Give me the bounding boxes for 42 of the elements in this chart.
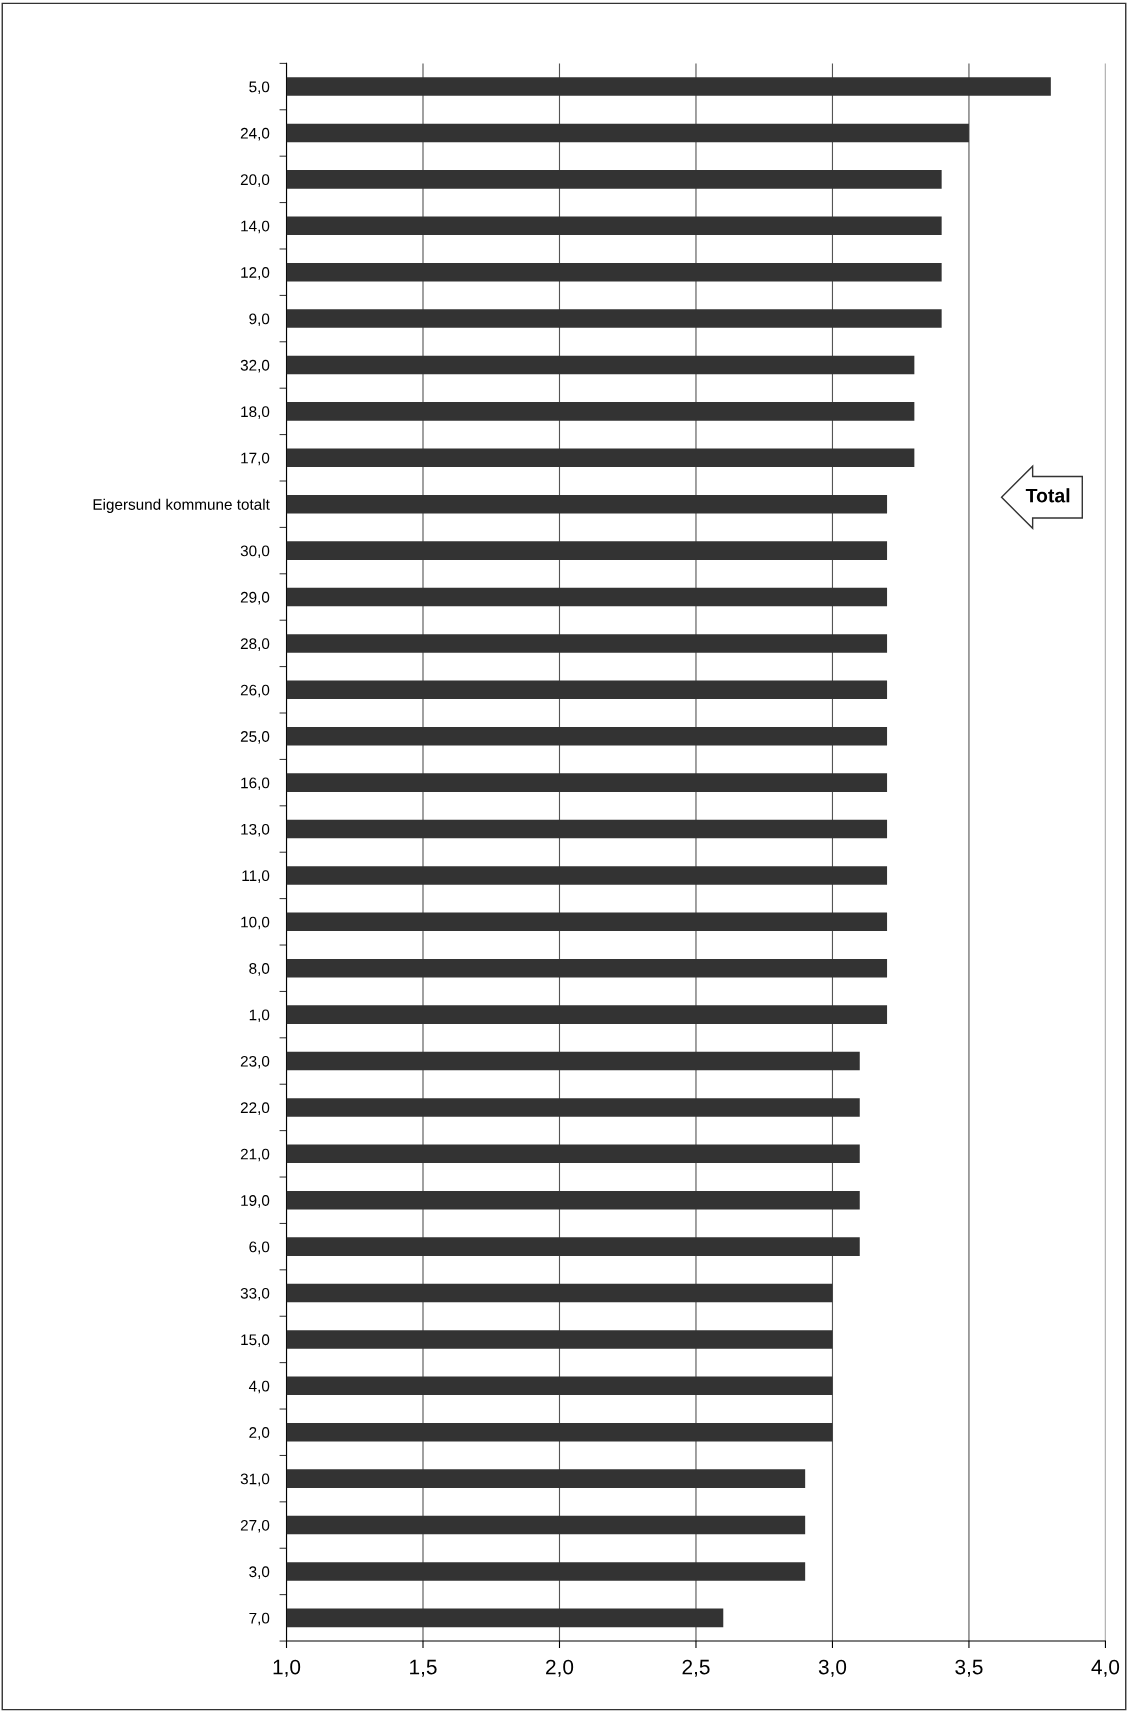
x-tick-label: 3,0 bbox=[818, 1659, 847, 1677]
x-tick-label: 3,5 bbox=[955, 1659, 983, 1677]
y-tick-label: 28,0 bbox=[240, 638, 270, 651]
y-tick-label: 21,0 bbox=[240, 1148, 270, 1162]
y-tick-label: 25,0 bbox=[240, 731, 270, 744]
y-tick-label: 8,0 bbox=[249, 963, 270, 976]
y-tick-label: 23,0 bbox=[240, 1055, 270, 1069]
y-tick-label: 22,0 bbox=[240, 1102, 270, 1115]
y-tick-label: 27,0 bbox=[240, 1519, 270, 1533]
y-tick-label: 15,0 bbox=[241, 1334, 270, 1347]
y-tick-label: 17,0 bbox=[241, 452, 270, 466]
y-tick-label: Eigersund kommune totalt bbox=[93, 498, 270, 513]
y-tick-label: 20,0 bbox=[240, 174, 270, 187]
x-tick-label: 2,5 bbox=[682, 1659, 710, 1677]
x-tick-label: 1,5 bbox=[410, 1659, 437, 1677]
y-tick-label: 33,0 bbox=[240, 1287, 270, 1301]
y-tick-label: 10,0 bbox=[241, 916, 270, 930]
y-tick-label: 16,0 bbox=[241, 777, 270, 791]
y-tick-label: 7,0 bbox=[249, 1612, 270, 1626]
y-tick-label: 24,0 bbox=[240, 127, 270, 141]
y-tick-label: 4,0 bbox=[248, 1380, 270, 1394]
y-tick-label: 2,0 bbox=[249, 1427, 270, 1440]
x-tick-label: 2,0 bbox=[546, 1659, 574, 1677]
y-tick-label: 13,0 bbox=[241, 823, 270, 837]
y-tick-label: 14,0 bbox=[241, 220, 270, 234]
y-tick-label: 3,0 bbox=[249, 1566, 270, 1579]
y-tick-label: 26,0 bbox=[240, 684, 270, 698]
y-tick-label: 1,0 bbox=[249, 1009, 270, 1023]
annotation: Total bbox=[1025, 488, 1070, 503]
y-tick-label: 29,0 bbox=[240, 591, 270, 605]
y-tick-label: 19,0 bbox=[241, 1195, 270, 1208]
y-tick-label: 9,0 bbox=[249, 313, 270, 327]
y-tick-label: 12,0 bbox=[241, 267, 270, 280]
x-tick-label: 1,0 bbox=[273, 1659, 301, 1677]
y-tick-label: 5,0 bbox=[249, 81, 270, 95]
y-tick-label: 30,0 bbox=[240, 545, 270, 559]
y-tick-label: 6,0 bbox=[249, 1241, 270, 1255]
y-tick-label: 18,0 bbox=[241, 406, 270, 419]
x-tick-label: 4,0 bbox=[1091, 1659, 1120, 1677]
y-tick-label: 11,0 bbox=[242, 870, 270, 883]
y-tick-label: 32,0 bbox=[240, 359, 270, 373]
y-tick-label: 31,0 bbox=[240, 1473, 270, 1487]
